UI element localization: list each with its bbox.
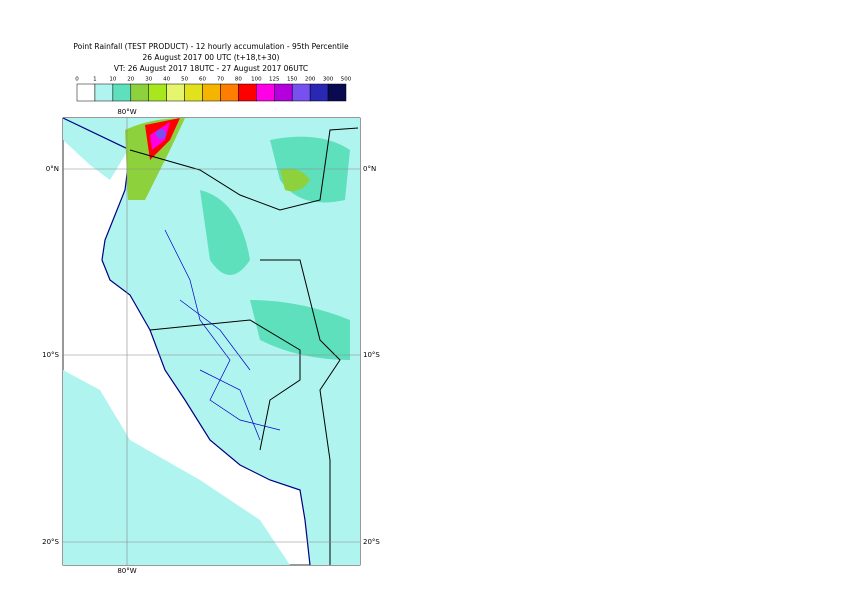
legend: 0 1 10 20 30 40 50 60 70 80 100 125 150 200 300 500 (75, 77, 352, 102)
legend-swatch (256, 83, 275, 102)
lat-label: 10°S (42, 351, 59, 359)
lat-label: 10°S (363, 351, 380, 359)
legend-swatch (166, 83, 185, 102)
legend-label: 300 (323, 77, 334, 83)
lon-label: 80°W (117, 108, 136, 116)
legend-swatch (112, 83, 132, 102)
legend-swatch (76, 83, 96, 102)
legend-label: 100 (251, 77, 262, 83)
legend-label: 70 (217, 77, 224, 83)
legend-swatch (238, 83, 257, 102)
lon-label: 80°W (117, 567, 136, 575)
legend-swatch (202, 83, 221, 102)
legend-label: 10 (109, 77, 116, 83)
lat-label: 0°N (46, 165, 59, 173)
legend-label: 40 (163, 77, 170, 83)
legend-swatch (130, 83, 149, 102)
legend-label: 200 (305, 77, 316, 83)
border (129, 127, 359, 565)
legend-swatch (184, 83, 203, 102)
land (102, 118, 360, 565)
legend-swatch (220, 83, 239, 102)
lat-label: 0°N (363, 165, 376, 173)
legend-label: 20 (127, 77, 134, 83)
lat-label: 20°S (363, 538, 380, 546)
legend-swatch (274, 83, 293, 102)
ocean-rain (63, 370, 290, 565)
legend-label: 150 (287, 77, 298, 83)
legend-label: 50 (181, 77, 188, 83)
legend-label: 500 (341, 77, 352, 83)
region-border (164, 229, 281, 441)
legend-swatch (309, 83, 329, 102)
lat-label: 20°S (42, 538, 59, 546)
rain-area (280, 168, 310, 192)
map: 80°W 80°W 0°N 10°S 20°S 0°N 10°S 20°S (42, 108, 380, 575)
legend-swatch (327, 83, 347, 102)
legend-swatch (148, 83, 167, 102)
legend-label: 30 (145, 77, 152, 83)
legend-label: 60 (199, 77, 206, 83)
legend-label: 1 (93, 77, 97, 83)
subtitle: 26 August 2017 00 UTC (t+18,t+30) (143, 53, 280, 62)
legend-label: 125 (269, 77, 280, 83)
legend-label: 80 (235, 77, 242, 83)
rain-area (200, 190, 250, 275)
legend-swatch (291, 83, 311, 102)
legend-swatch (94, 83, 114, 102)
rain-area (156, 129, 166, 139)
title: Point Rainfall (TEST PRODUCT) - 12 hourl… (73, 42, 349, 51)
subtitle: VT: 26 August 2017 18UTC - 27 August 201… (114, 64, 308, 73)
legend-label: 0 (75, 77, 79, 83)
